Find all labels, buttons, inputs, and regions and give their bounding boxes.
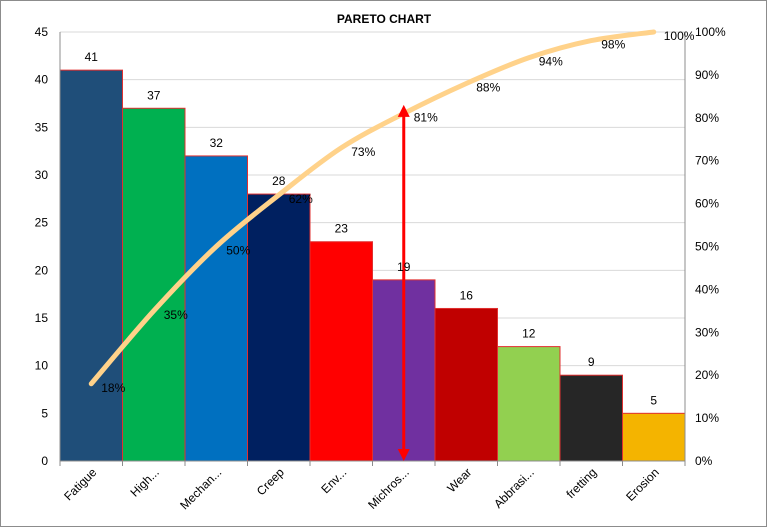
cumulative-percent-label: 88%	[476, 80, 500, 94]
y-tick-label: 10	[35, 359, 49, 373]
bar-value-label: 41	[85, 50, 99, 64]
bar-value-label: 19	[397, 260, 411, 274]
cumulative-percent-label: 35%	[164, 308, 188, 322]
bar	[247, 193, 311, 462]
bar	[497, 346, 561, 462]
y-tick-label: 0	[41, 454, 48, 468]
y2-tick-label: 0%	[695, 454, 713, 468]
y2-tick-label: 100%	[695, 25, 726, 39]
cumulative-percent-label: 18%	[101, 381, 125, 395]
bar-value-label: 37	[147, 88, 161, 102]
annotation-arrow-head-up	[397, 104, 410, 117]
y-tick-label: 45	[35, 25, 49, 39]
cumulative-percent-label: 98%	[601, 38, 625, 52]
bar	[622, 412, 686, 462]
bar	[309, 241, 373, 462]
y-tick-label: 30	[35, 168, 49, 182]
bar	[59, 69, 123, 462]
y2-tick-label: 30%	[695, 325, 719, 339]
bar-value-label: 16	[460, 288, 474, 302]
cumulative-percent-label: 73%	[351, 145, 375, 159]
y-tick-label: 15	[35, 311, 49, 325]
y-tick-label: 5	[41, 406, 48, 420]
y-tick-label: 35	[35, 120, 49, 134]
y2-tick-label: 80%	[695, 111, 719, 125]
cumulative-percent-label: 81%	[414, 111, 438, 125]
bar-value-label: 23	[335, 222, 349, 236]
y-tick-label: 25	[35, 216, 49, 230]
bar	[184, 155, 248, 462]
y2-tick-label: 50%	[695, 240, 719, 254]
annotation-arrow	[397, 104, 410, 461]
data-labels: 41 37 32 28 23 19 16 12 9 5 18% 35% 50% 62% 73% 81% 88% 9…	[85, 29, 695, 407]
y2-tick-label: 90%	[695, 68, 719, 82]
bar-value-label: 12	[522, 327, 536, 341]
bar-value-label: 9	[588, 355, 595, 369]
cumulative-percent-label: 62%	[289, 192, 313, 206]
cumulative-percent-label: 100%	[664, 29, 695, 43]
y2-tick-label: 60%	[695, 197, 719, 211]
bars	[59, 69, 686, 462]
bar-value-label: 32	[210, 136, 224, 150]
cumulative-percent-label: 50%	[226, 244, 250, 258]
y2-tick-label: 10%	[695, 411, 719, 425]
bar-value-label: 28	[272, 174, 286, 188]
y2-tick-label: 40%	[695, 282, 719, 296]
chart-title: PARETO CHART	[337, 12, 432, 26]
y-tick-label: 20	[35, 263, 49, 277]
bar	[434, 307, 498, 462]
cumulative-percent-label: 94%	[539, 55, 563, 69]
y-tick-label: 40	[35, 73, 49, 87]
cumulative-series-line	[88, 29, 657, 387]
bar	[559, 374, 623, 462]
bar-value-label: 5	[650, 393, 657, 407]
y2-tick-label: 70%	[695, 154, 719, 168]
y2-tick-label: 20%	[695, 368, 719, 382]
annotation-arrow-head-down	[397, 449, 410, 461]
cumulative-line	[88, 29, 657, 387]
